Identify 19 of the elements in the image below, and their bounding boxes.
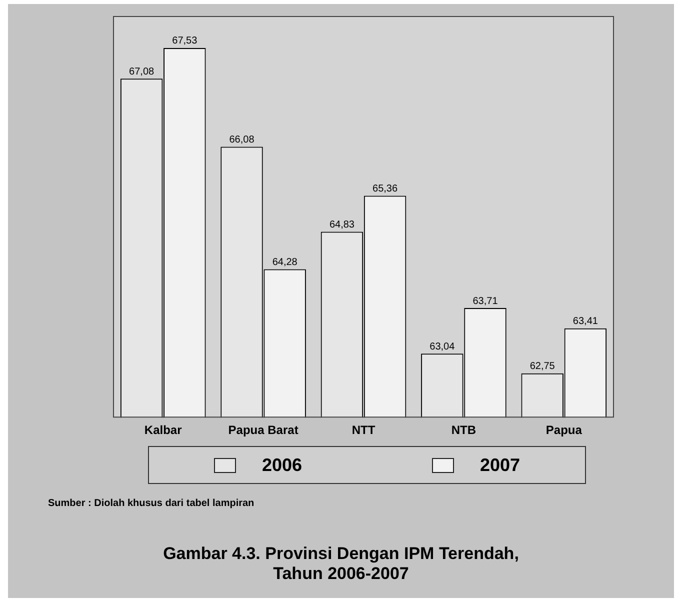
text: Sumber : Diolah khusus dari tabel lampiran: [48, 498, 254, 509]
x-tick-label: NTB: [451, 423, 476, 438]
data-label: 63,71: [472, 296, 498, 307]
data-label: 67,53: [172, 36, 198, 47]
x-tick-label: Papua Barat: [228, 423, 298, 438]
legend-label: 2006: [262, 454, 302, 476]
x-tick-label: Kalbar: [144, 423, 182, 438]
data-label: 64,28: [272, 256, 298, 268]
legend-label: 2007: [480, 454, 520, 476]
data-label: 65,36: [372, 183, 398, 194]
text: Gambar 4.3. Provinsi Dengan IPM Terendah, Tahun 2006-2007: [162, 544, 520, 584]
data-label: 63,04: [430, 341, 456, 352]
data-label: 63,41: [572, 316, 598, 328]
x-tick-label: NTT: [352, 423, 376, 438]
data-label: 66,08: [229, 134, 255, 146]
data-label: 62,75: [530, 361, 556, 372]
data-label: 67,08: [129, 66, 155, 78]
data-label: 64,83: [329, 220, 355, 231]
x-tick-label: Papua: [546, 423, 582, 438]
